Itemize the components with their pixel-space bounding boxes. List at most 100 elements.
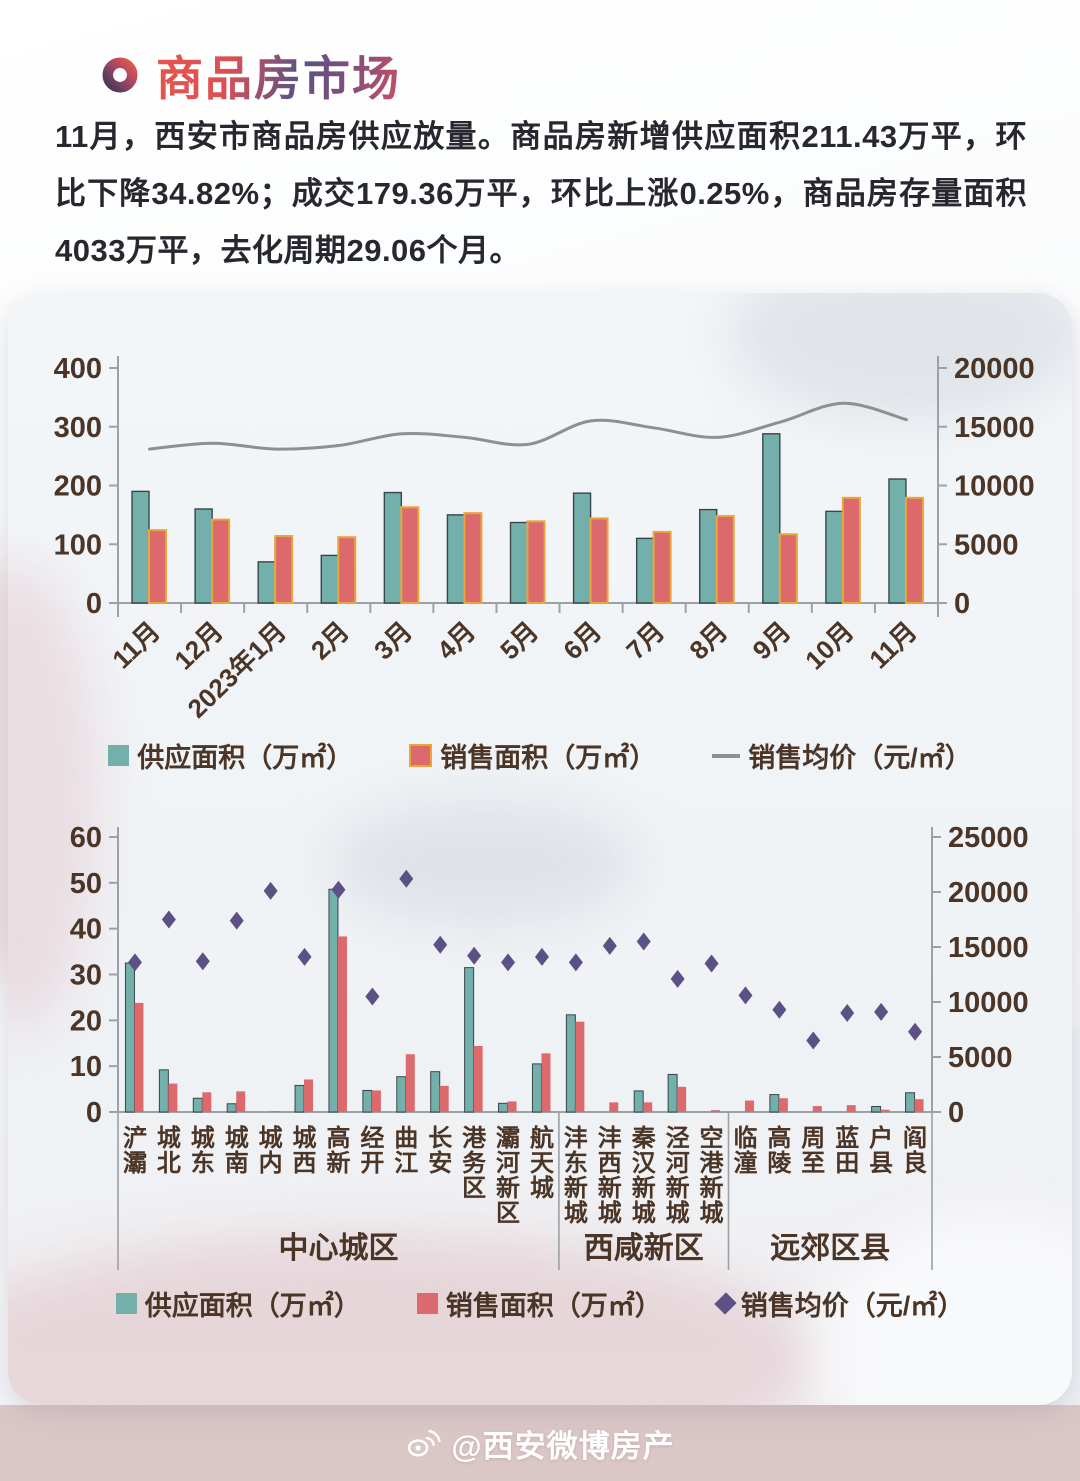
sales-bar (609, 1102, 619, 1112)
category-label: 城东 (191, 1124, 215, 1177)
axis-tick-label: 11月 (106, 616, 165, 675)
sales-bar (473, 1046, 483, 1112)
sales-bar (711, 1110, 721, 1112)
axis-tick-label: 6月 (557, 616, 607, 666)
category-label: 长安 (428, 1125, 453, 1177)
axis-tick-label: 15000 (948, 932, 1029, 964)
supply-bar (328, 888, 339, 1113)
footer-handle: @西安微博房产 (451, 1428, 675, 1464)
legend-item-sales: 销售面积（万㎡） (409, 736, 656, 775)
sales-bar (405, 1054, 415, 1112)
axis-tick-label: 100 (54, 529, 102, 561)
category-label: 高陵 (767, 1124, 792, 1177)
supply-bar (464, 967, 475, 1113)
price-diamond-point (704, 954, 719, 973)
price-diamond-point (127, 953, 142, 972)
sales-bar (439, 1085, 449, 1112)
axis-tick-label: 5000 (954, 529, 1019, 561)
supply-bar (362, 1089, 373, 1113)
sales-bar (841, 496, 861, 604)
supply-bar (294, 1084, 305, 1113)
price-diamond-point (602, 936, 617, 955)
axis-tick-label: 40 (70, 914, 102, 946)
sales-swatch-icon (416, 1293, 438, 1314)
supply-swatch-icon (115, 1293, 137, 1314)
category-label: 空港新城 (700, 1124, 725, 1227)
y-axis-right-labels: 0 5000 10000 15000 20000 (938, 353, 1035, 620)
sales-bar (846, 1105, 856, 1112)
sales-bar (677, 1086, 687, 1112)
legend-label: 销售均价（元/㎡） (748, 743, 972, 773)
sales-bar (904, 496, 924, 604)
y-axis-left-labels: 0 100 200 300 400 (54, 353, 118, 620)
sales-bars (134, 936, 924, 1112)
price-diamond-point (229, 911, 244, 930)
weibo-icon (408, 1429, 441, 1457)
axis-tick-label: 0 (954, 588, 970, 620)
section-header: 商品房市场 (100, 40, 401, 109)
price-diamond-point (297, 947, 312, 966)
supply-bar (699, 508, 718, 604)
price-diamond-point (534, 947, 549, 966)
district-group-label: 中心城区 (278, 1232, 398, 1265)
supply-bar (498, 1102, 509, 1113)
y-axis-left-labels: 0 10 20 30 40 50 60 (70, 822, 118, 1129)
supply-bar (633, 1090, 644, 1113)
legend-label: 供应面积（万㎡） (137, 743, 354, 773)
category-label: 灞河新区 (496, 1125, 520, 1227)
axis-tick-label: 8月 (683, 616, 733, 666)
axis-tick-label: 10 (70, 1051, 102, 1083)
price-points (127, 869, 923, 1050)
price-diamond-point (263, 881, 278, 900)
supply-bar (531, 1063, 542, 1113)
category-label: 浐灞 (123, 1125, 147, 1177)
supply-bar (396, 1076, 407, 1113)
price-diamond-point (433, 935, 448, 954)
sales-bar (652, 530, 672, 605)
category-label: 航天城 (530, 1124, 554, 1202)
footer-band (0, 1405, 1080, 1481)
district-chart-legend: 供应面积（万㎡） 销售面积（万㎡） 销售均价（元/㎡） (40, 1284, 1040, 1323)
legend-item-price: 销售均价（元/㎡） (712, 736, 972, 775)
sales-bar (463, 512, 483, 604)
category-label: 经开 (360, 1124, 384, 1177)
supply-bar (572, 492, 592, 604)
price-diamond-point (806, 1031, 821, 1050)
x-axis-category-labels: 浐灞城北城东城南城内城西高新经开曲江长安港务区灞河新区航天城沣东新城沣西新城秦汉… (123, 1124, 927, 1227)
supply-bar (131, 490, 150, 604)
supply-bar (888, 478, 907, 604)
supply-bar (825, 510, 844, 604)
category-label: 阎良 (903, 1125, 927, 1177)
axis-tick-label: 20000 (948, 877, 1029, 909)
price-diamond-swatch-icon (714, 1292, 737, 1315)
category-label: 秦汉新城 (631, 1125, 657, 1227)
category-label: 港务区 (462, 1125, 487, 1202)
axis-tick-label: 7月 (620, 616, 670, 666)
axis-tick-label: 0 (86, 588, 102, 620)
legend-label: 销售均价（元/㎡） (740, 1291, 965, 1321)
supply-bar (871, 1106, 882, 1113)
sales-swatch-icon (409, 744, 433, 767)
axis-tick-label: 50 (70, 868, 102, 900)
axis-tick-label: 200 (54, 471, 102, 503)
legend-label: 销售面积（万㎡） (440, 743, 657, 773)
category-label: 周至 (801, 1125, 825, 1177)
summary-text: 11月，西安市商品房供应放量。商品房新增供应面积211.43万平，环比下降34.… (55, 119, 1027, 268)
supply-bar (320, 554, 339, 604)
price-line (148, 401, 908, 451)
supply-bar (383, 491, 403, 604)
supply-bars (124, 888, 916, 1113)
axis-tick-label: 10月 (799, 616, 859, 676)
category-label: 蓝田 (835, 1125, 859, 1177)
axis-tick-label: 10000 (954, 471, 1035, 503)
price-diamond-point (636, 932, 651, 951)
sales-bar (778, 533, 798, 604)
legend-item-supply: 供应面积（万㎡） (108, 736, 353, 775)
price-diamond-point (874, 1002, 889, 1021)
category-label: 沣西新城 (598, 1125, 622, 1227)
sales-bar (744, 1100, 754, 1112)
price-diamond-point (501, 953, 516, 972)
supply-bar (762, 433, 781, 604)
